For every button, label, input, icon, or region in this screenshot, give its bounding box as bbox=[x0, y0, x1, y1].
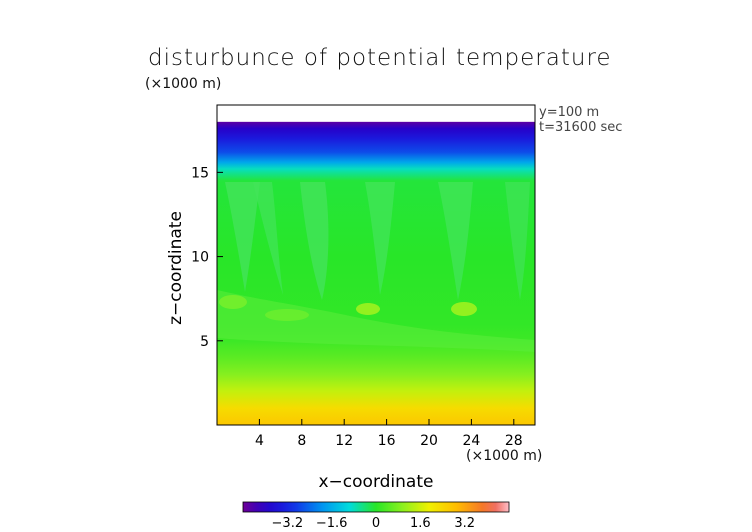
x-tick-label: 28 bbox=[505, 433, 523, 449]
x-tick-label: 24 bbox=[462, 433, 480, 449]
annotation-y-position: y=100 m bbox=[539, 105, 600, 120]
x-axis-label: x−coordinate bbox=[319, 472, 434, 492]
colorbar bbox=[242, 501, 510, 513]
y-axis-label: z−coordinate bbox=[166, 211, 186, 325]
y-axis-unit: (×1000 m) bbox=[145, 76, 222, 92]
colorbar-tick-label: −1.6 bbox=[316, 516, 348, 531]
colorbar-ticks: −3.2 −1.6 0 1.6 3.2 bbox=[272, 516, 475, 531]
y-tick-label: 10 bbox=[191, 250, 209, 266]
x-axis-unit: (×1000 m) bbox=[466, 448, 543, 464]
y-tick-label: 5 bbox=[200, 334, 209, 350]
data-field bbox=[217, 121, 535, 425]
colorbar-tick-label: 1.6 bbox=[410, 516, 431, 531]
x-tick-label: 12 bbox=[335, 433, 353, 449]
x-axis-ticks: 4 8 12 16 20 24 28 bbox=[255, 419, 523, 449]
y-tick-label: 15 bbox=[191, 165, 209, 181]
field-features bbox=[217, 182, 535, 352]
x-tick-label: 20 bbox=[420, 433, 438, 449]
y-axis-ticks: 5 10 15 bbox=[191, 165, 223, 350]
x-tick-label: 4 bbox=[255, 433, 264, 449]
chart-title: disturbunce of potential temperature bbox=[148, 45, 612, 71]
colorbar-tick-label: −3.2 bbox=[272, 516, 304, 531]
colorbar-tick-label: 3.2 bbox=[454, 516, 475, 531]
x-tick-label: 16 bbox=[378, 433, 396, 449]
x-tick-label: 8 bbox=[297, 433, 306, 449]
annotation-time: t=31600 sec bbox=[539, 120, 623, 135]
colorbar-tick-label: 0 bbox=[372, 516, 380, 531]
plot-frame bbox=[216, 104, 536, 426]
